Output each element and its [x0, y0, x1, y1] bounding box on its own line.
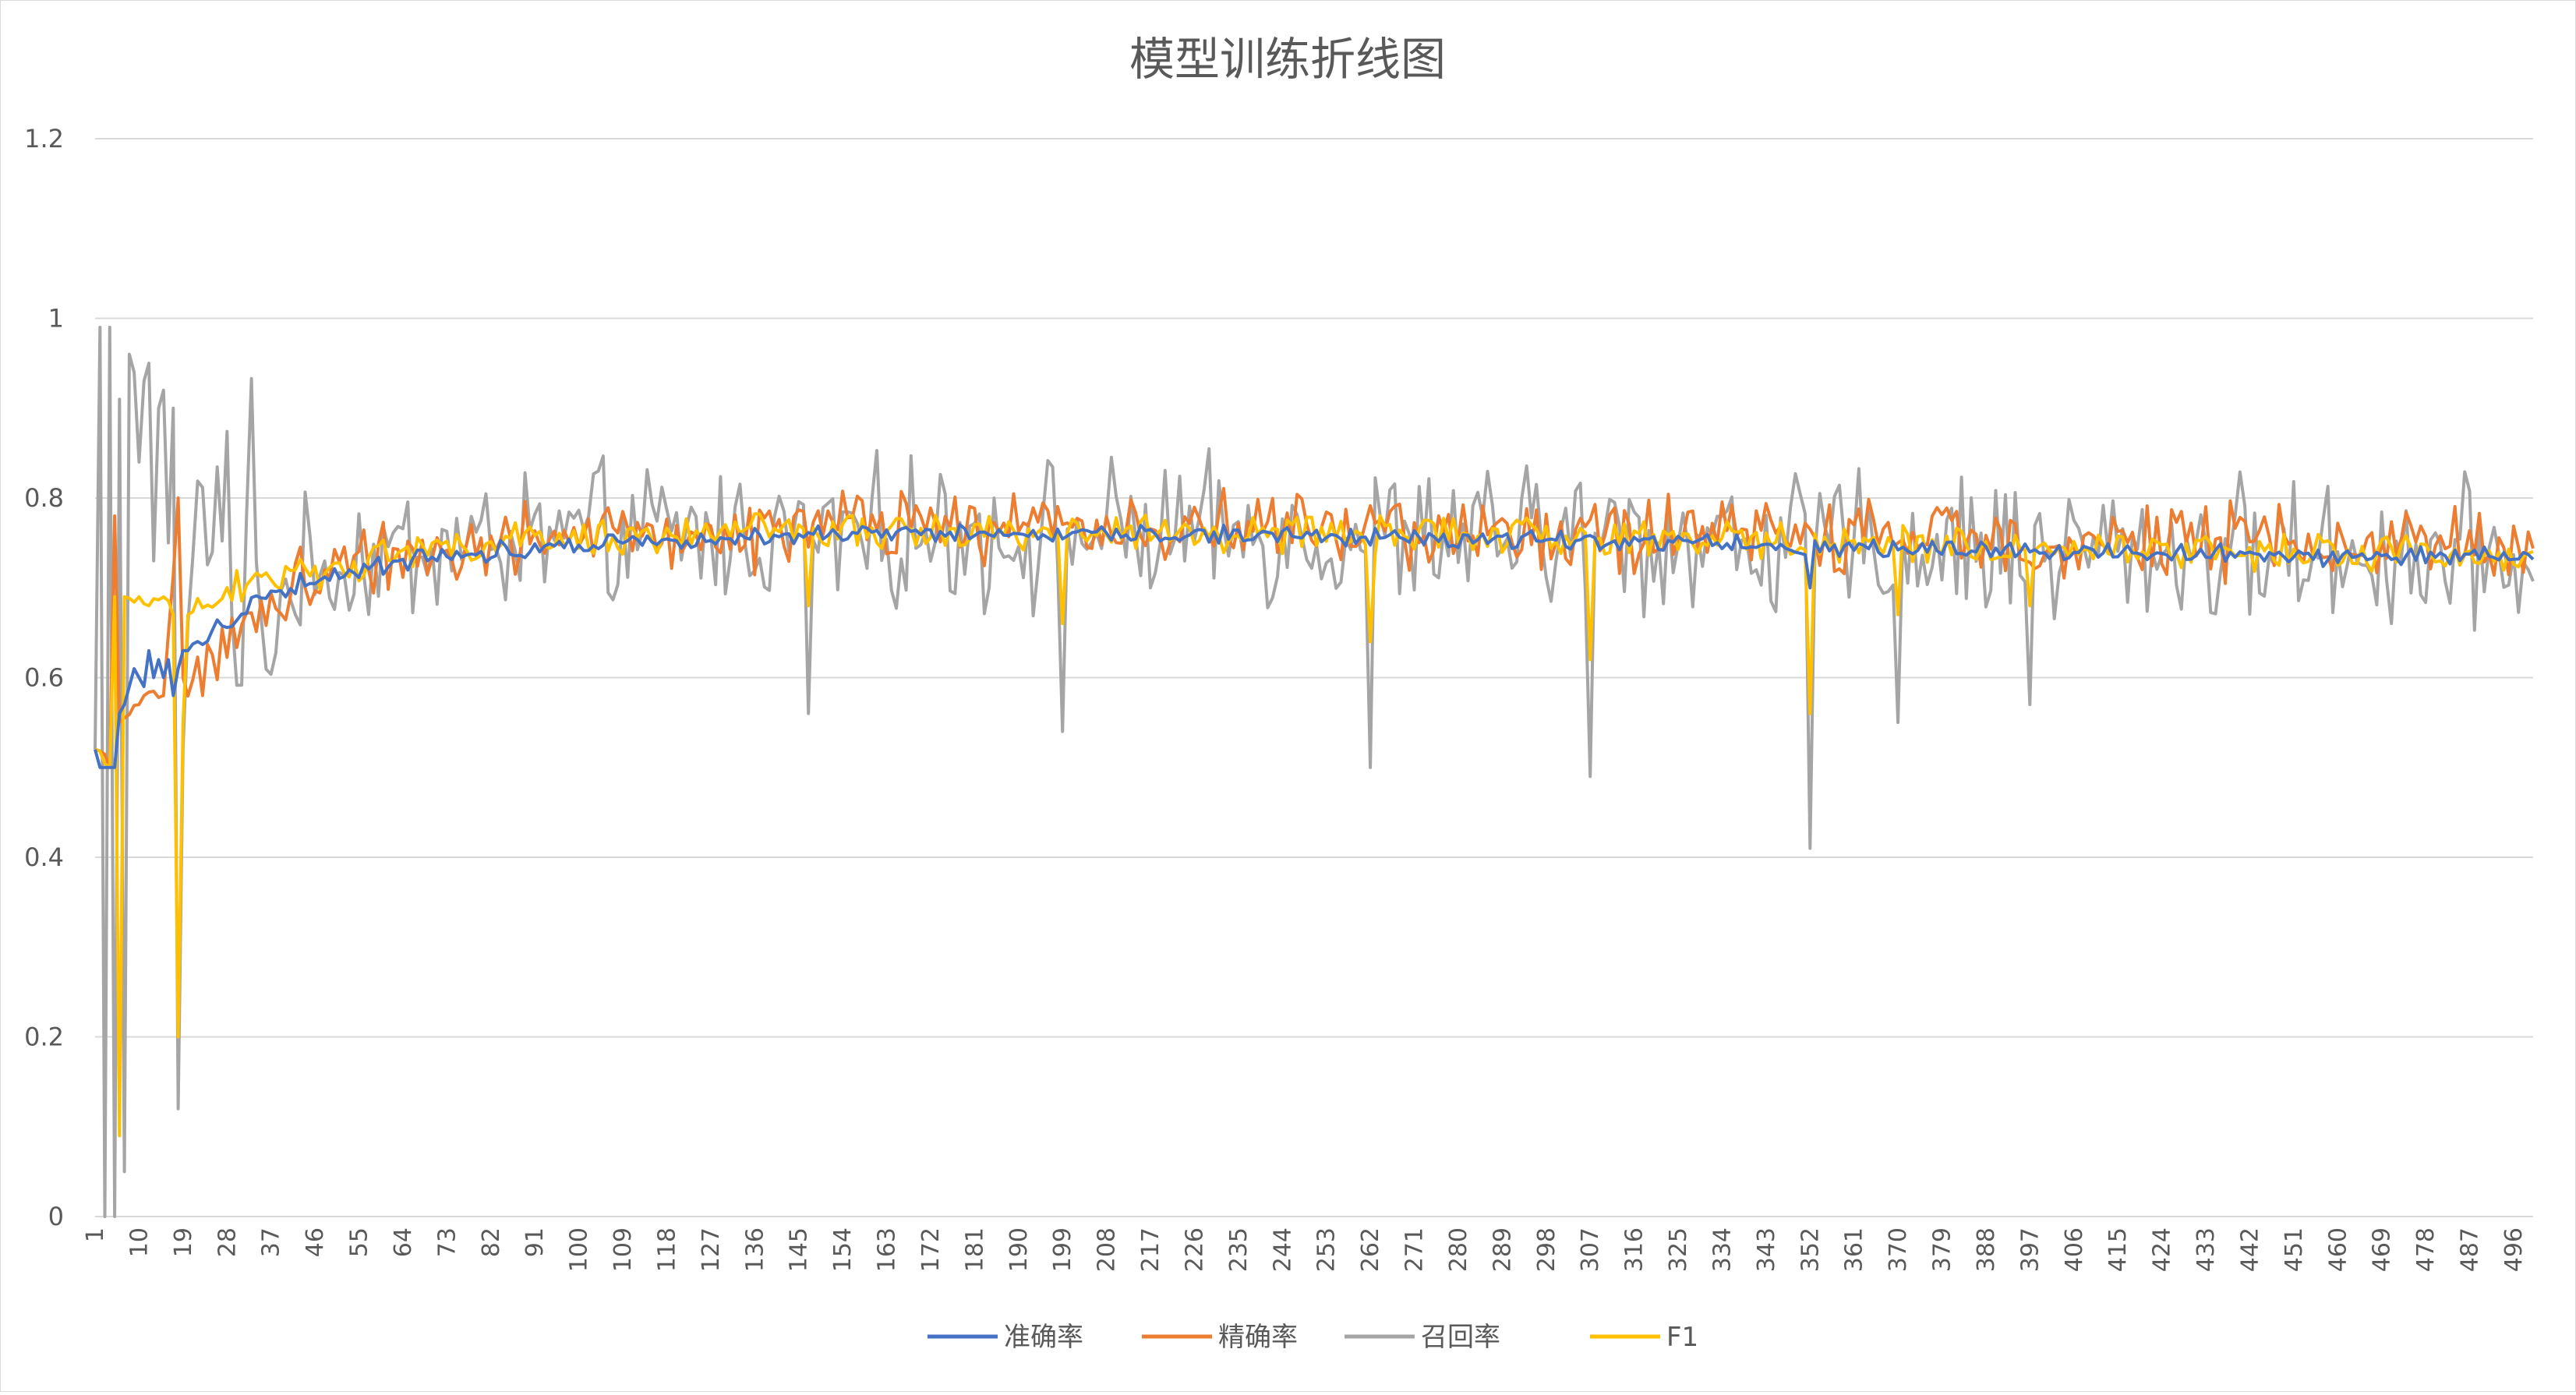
- legend-label: 准确率: [1004, 1322, 1083, 1353]
- x-tick-label: 334: [1708, 1227, 1736, 1272]
- x-tick-label: 325: [1665, 1227, 1692, 1272]
- x-tick-label: 415: [2104, 1227, 2132, 1272]
- y-tick-label: 1.2: [24, 124, 64, 154]
- series-lines: [94, 326, 2535, 1218]
- x-tick-label: 226: [1181, 1227, 1208, 1272]
- x-tick-label: 442: [2236, 1227, 2263, 1272]
- x-tick-label: 235: [1225, 1227, 1253, 1272]
- x-tick-label: 262: [1357, 1227, 1384, 1272]
- x-tick-label: 28: [214, 1227, 241, 1257]
- x-tick-label: 37: [258, 1227, 285, 1257]
- x-tick-label: 64: [390, 1227, 417, 1257]
- x-tick-label: 244: [1269, 1227, 1296, 1272]
- legend-label: 召回率: [1421, 1322, 1500, 1353]
- gridlines: [95, 138, 2533, 1217]
- x-tick-label: 469: [2369, 1227, 2396, 1272]
- x-tick-label: 388: [1973, 1227, 2000, 1272]
- y-tick-label: 0.8: [24, 483, 64, 513]
- series-line-2: [94, 486, 2535, 769]
- x-tick-label: 406: [2061, 1227, 2088, 1272]
- x-tick-label: 379: [1929, 1227, 1956, 1272]
- x-tick-label: 424: [2149, 1227, 2176, 1272]
- x-tick-label: 55: [346, 1227, 373, 1257]
- x-tick-label: 163: [874, 1227, 901, 1272]
- x-tick-label: 73: [433, 1227, 461, 1257]
- x-tick-label: 496: [2500, 1227, 2528, 1272]
- y-axis-tick-labels: 0 0.2 0.4 0.6 0.8 1 1.2: [24, 124, 64, 1231]
- x-tick-label: 316: [1621, 1227, 1648, 1272]
- x-tick-label: 253: [1313, 1227, 1341, 1272]
- x-tick-label: 91: [521, 1227, 549, 1257]
- x-tick-label: 280: [1445, 1227, 1472, 1272]
- x-tick-label: 10: [125, 1227, 153, 1257]
- x-tick-label: 181: [961, 1227, 988, 1272]
- x-tick-label: 451: [2281, 1227, 2308, 1272]
- x-tick-label: 298: [1533, 1227, 1560, 1272]
- x-tick-label: 433: [2193, 1227, 2220, 1272]
- x-tick-label: 19: [170, 1227, 197, 1257]
- x-tick-label: 109: [610, 1227, 637, 1272]
- x-tick-label: 208: [1094, 1227, 1121, 1272]
- y-tick-label: 0.2: [24, 1022, 64, 1052]
- legend-label: 精确率: [1218, 1322, 1298, 1353]
- x-tick-label: 82: [478, 1227, 505, 1257]
- x-tick-label: 370: [1885, 1227, 1912, 1272]
- y-tick-label: 0.6: [24, 663, 64, 693]
- x-tick-label: 154: [829, 1227, 857, 1272]
- chart-title: 模型训练折线图: [1129, 33, 1446, 86]
- x-tick-label: 487: [2457, 1227, 2484, 1272]
- x-tick-label: 127: [698, 1227, 725, 1272]
- x-tick-label: 478: [2412, 1227, 2440, 1272]
- y-tick-label: 0.4: [24, 842, 64, 872]
- x-tick-label: 352: [1797, 1227, 1824, 1272]
- x-tick-label: 397: [2016, 1227, 2044, 1272]
- legend-label: F1: [1666, 1322, 1698, 1353]
- x-tick-label: 217: [1137, 1227, 1164, 1272]
- series-line-1: [94, 326, 2535, 1218]
- x-tick-label: 307: [1577, 1227, 1604, 1272]
- x-tick-label: 1: [82, 1227, 109, 1242]
- x-tick-label: 172: [917, 1227, 945, 1272]
- x-tick-label: 118: [653, 1227, 680, 1272]
- x-tick-label: 136: [741, 1227, 769, 1272]
- x-tick-label: 190: [1005, 1227, 1033, 1272]
- x-tick-label: 343: [1753, 1227, 1780, 1272]
- x-tick-label: 460: [2324, 1227, 2352, 1272]
- x-tick-label: 199: [1049, 1227, 1076, 1272]
- y-tick-label: 1: [48, 304, 64, 334]
- y-tick-label: 0: [48, 1202, 64, 1231]
- legend: 准确率 精确率 召回率 F1: [928, 1322, 1698, 1353]
- x-tick-label: 46: [302, 1227, 329, 1257]
- x-tick-label: 289: [1489, 1227, 1516, 1272]
- x-tick-label: 145: [786, 1227, 813, 1272]
- series-line-4: [94, 523, 2535, 769]
- x-tick-label: 361: [1841, 1227, 1868, 1272]
- x-tick-label: 271: [1401, 1227, 1429, 1272]
- x-axis-tick-labels: 1 10 19 28 37 46 55 64 73 82 91 100 109 118 127 136 145 1…: [82, 1227, 2528, 1272]
- x-tick-label: 100: [566, 1227, 593, 1272]
